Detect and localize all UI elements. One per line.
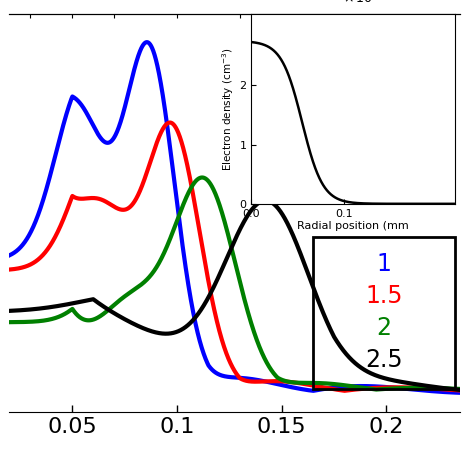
Text: 2: 2 [376, 316, 392, 340]
Y-axis label: Electron density (cm$^{-3}$): Electron density (cm$^{-3}$) [221, 47, 237, 171]
X-axis label: Radial position (mm: Radial position (mm [297, 221, 409, 231]
Text: 1: 1 [376, 252, 392, 276]
Text: 1.5: 1.5 [365, 284, 403, 308]
Text: 2.5: 2.5 [365, 348, 403, 372]
Text: $\times\,10^{18}$: $\times\,10^{18}$ [343, 0, 384, 7]
